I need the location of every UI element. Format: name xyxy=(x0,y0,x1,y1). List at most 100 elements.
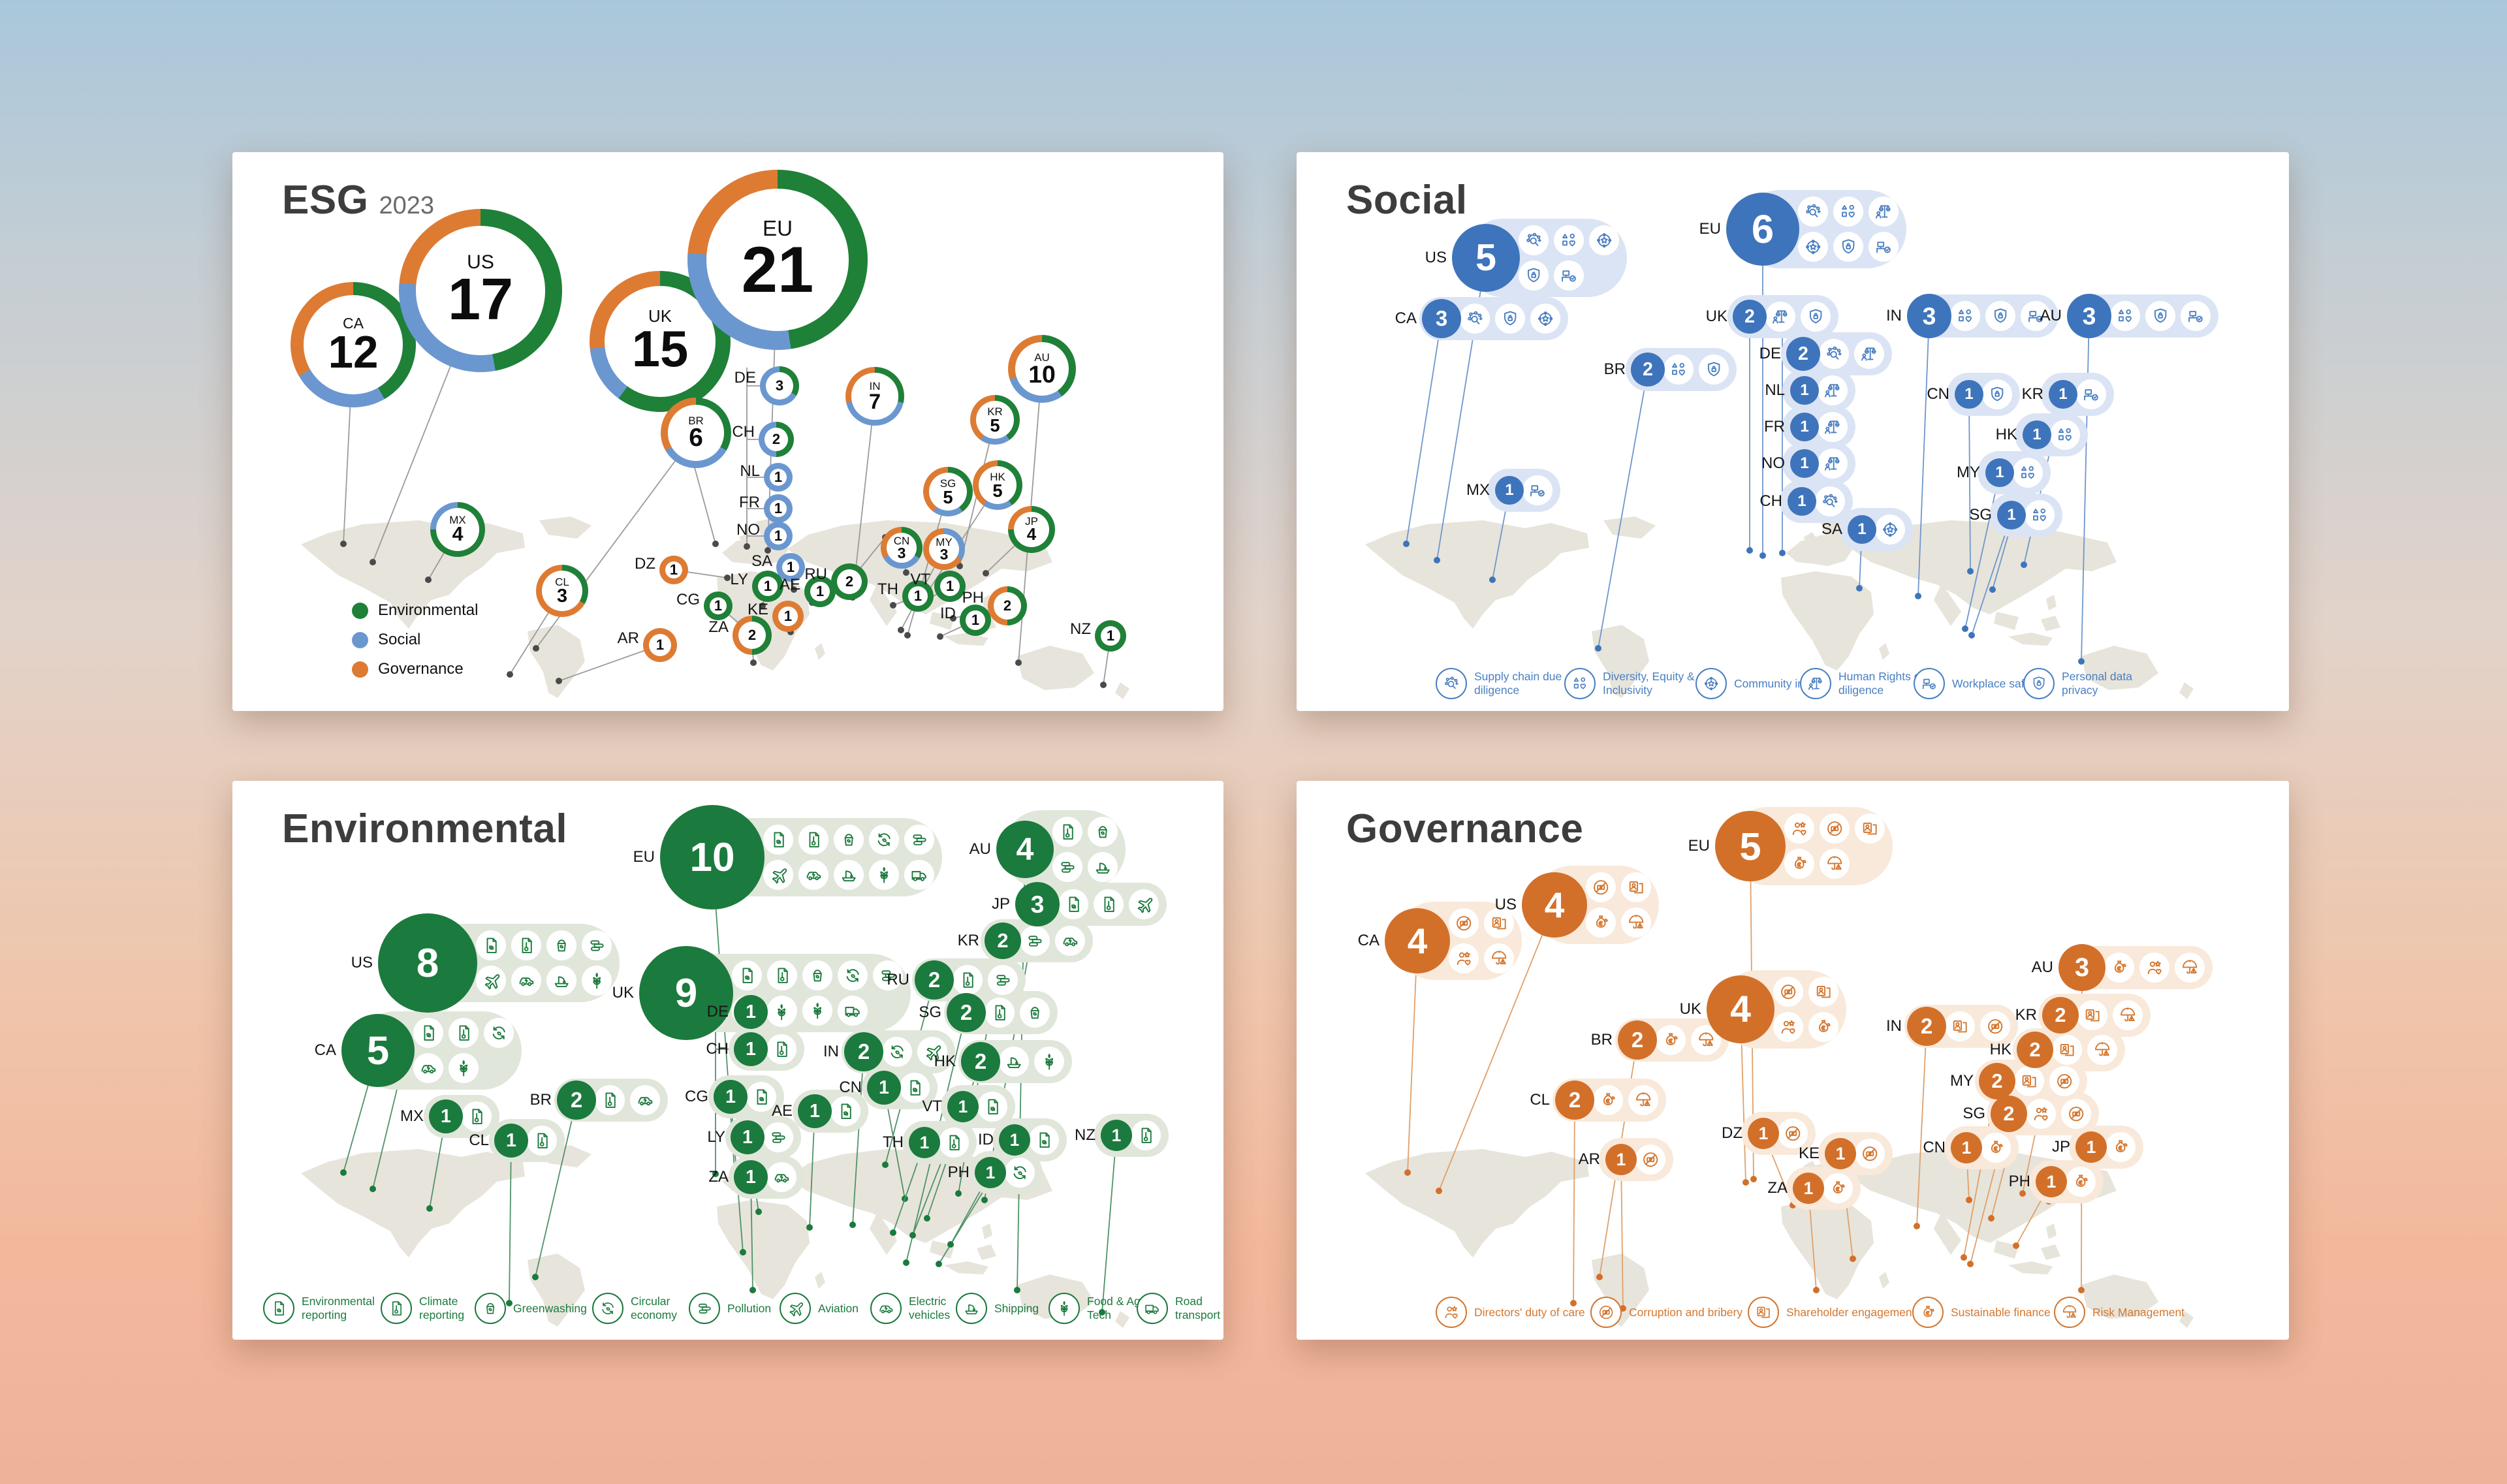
climate-reporting-icon xyxy=(939,1128,969,1158)
country-label-HK: HK xyxy=(1989,1041,2011,1058)
country-bubble-NZ: 1 xyxy=(1095,620,1126,652)
country-bubble-NL: 1 xyxy=(1790,376,1819,405)
aviation-icon xyxy=(763,860,793,890)
personal-data-icon xyxy=(1801,302,1831,332)
country-label-IN: IN xyxy=(1886,1017,1902,1035)
country-bubble-VT: 1 xyxy=(947,1091,979,1122)
country-bubble-AU: 4 xyxy=(996,821,1054,878)
country-bubble-KR: KR 5 xyxy=(970,395,1020,445)
country-value: 1 xyxy=(971,611,980,628)
legend-item-food-agri: Food & Agri Tech xyxy=(1049,1293,1155,1324)
country-code: KR xyxy=(987,405,1003,418)
country-label-VT: VT xyxy=(922,1097,942,1115)
country-bubble-CH: 1 xyxy=(734,1032,768,1066)
country-label-AU: AU xyxy=(969,840,991,858)
country-value: 1 xyxy=(506,1129,516,1151)
country-value: 2 xyxy=(928,968,941,992)
country-bubble-AR: 1 xyxy=(1605,1144,1637,1175)
legend-dot-social xyxy=(352,631,368,648)
sustainable-finance-icon xyxy=(1808,1012,1838,1042)
food-agri-icon xyxy=(802,996,832,1026)
dei-icon xyxy=(2025,500,2055,530)
country-value: 1 xyxy=(786,558,795,575)
panel-social-canvas: 5 US 3 CA 1 MX 2 BR 6 EU 2 UK 2 DE 1 NL 1 FR 1 NO 1 CH 1 SA 3 IN 3… xyxy=(1297,152,2289,711)
country-value: 4 xyxy=(1026,526,1037,545)
country-bubble-ID: 1 xyxy=(999,1124,1030,1156)
country-label-IN: IN xyxy=(823,1043,839,1060)
country-bubble-RU: 2 xyxy=(831,563,868,600)
country-bubble-DE: 2 xyxy=(1786,337,1820,371)
pollution-icon xyxy=(988,965,1018,995)
dei-icon xyxy=(2110,301,2140,331)
country-value: 1 xyxy=(815,582,825,599)
country-bubble-RU: 2 xyxy=(915,960,954,1000)
legend-item-electric-vehicles: Electric vehicles xyxy=(870,1293,977,1324)
country-label-ID: ID xyxy=(978,1131,994,1148)
legend-item-directors-duty: Directors' duty of care xyxy=(1436,1297,1585,1328)
country-value: 6 xyxy=(1751,206,1774,252)
community-icon xyxy=(1530,304,1560,334)
legend-item-climate-reporting: Climate reporting xyxy=(381,1293,487,1324)
country-value: 21 xyxy=(741,234,814,307)
pollution-icon xyxy=(582,930,612,960)
climate-reporting-icon xyxy=(953,965,983,995)
personal-data-icon xyxy=(1519,260,1549,291)
legend-dot-environmental xyxy=(352,602,368,619)
country-value: 1 xyxy=(1800,418,1809,435)
country-label-CH: CH xyxy=(706,1040,729,1058)
legend-item-social: Social xyxy=(352,631,478,649)
country-value: 1 xyxy=(2032,426,2042,443)
country-label-TH: TH xyxy=(883,1133,904,1151)
pollution-icon xyxy=(1020,926,1050,956)
supply-chain-icon xyxy=(1819,339,1849,369)
country-value: 4 xyxy=(1407,921,1428,961)
country-value: 4 xyxy=(1016,832,1034,867)
country-bubble-UK: 2 xyxy=(1733,300,1767,334)
country-bubble-CG: 1 xyxy=(704,592,733,620)
risk-icon xyxy=(2113,1000,2143,1030)
country-value: 1 xyxy=(763,577,772,594)
shareholder-icon xyxy=(2014,1066,2044,1096)
country-label-TH: TH xyxy=(877,580,898,599)
country-label-NL: NL xyxy=(1765,381,1785,399)
sustainable-finance-icon xyxy=(2105,1132,2136,1162)
country-label-MY: MY xyxy=(1957,464,1980,481)
country-value: 4 xyxy=(452,524,464,546)
panel-environmental-canvas: 8 US 5 CA 10 EU 9 UK 1 MX 1 CL 2 BR 1 DE 1 CH 1 CG 1 LY 1 ZA 1 AE… xyxy=(232,781,1223,1340)
country-value: 2 xyxy=(1631,1028,1644,1052)
country-bubble-JP: 3 xyxy=(1015,882,1060,926)
legend-item-sustainable-finance: Sustainable finance xyxy=(1912,1297,2051,1328)
community-icon xyxy=(1695,668,1727,699)
country-value: 1 xyxy=(725,1086,736,1107)
country-value: 2 xyxy=(772,430,781,447)
dei-icon xyxy=(1950,301,1980,331)
supply-chain-icon xyxy=(1460,304,1490,334)
human-rights-icon xyxy=(1818,449,1848,479)
country-value: 7 xyxy=(868,390,881,414)
directors-duty-icon xyxy=(1773,1012,1803,1042)
country-label-MX: MX xyxy=(400,1107,424,1125)
country-label-UK: UK xyxy=(1705,308,1727,325)
workplace-safety-icon xyxy=(2021,301,2051,331)
country-bubble-FR: 1 xyxy=(1790,413,1819,441)
shipping-icon xyxy=(999,1047,1029,1077)
workplace-safety-icon xyxy=(1522,475,1553,505)
human-rights-icon xyxy=(1854,339,1884,369)
country-label-VT: VT xyxy=(910,571,930,589)
env-reporting-icon xyxy=(413,1018,443,1048)
sustainable-finance-icon xyxy=(1586,908,1616,938)
corruption-icon xyxy=(1590,1297,1622,1328)
country-value: 1 xyxy=(1800,454,1809,472)
country-value: 1 xyxy=(1800,381,1809,399)
country-label-CN: CN xyxy=(1923,1139,1946,1156)
country-label-SG: SG xyxy=(919,1003,941,1021)
country-value: 5 xyxy=(992,480,1003,501)
road-transport-icon xyxy=(838,996,868,1026)
env-reporting-icon xyxy=(732,960,762,990)
country-bubble-KR: 1 xyxy=(2049,380,2077,409)
legend-label: Pollution xyxy=(727,1301,772,1315)
country-label-ZA: ZA xyxy=(708,618,729,636)
community-icon xyxy=(1798,232,1828,262)
corruption-icon xyxy=(1778,1118,1808,1148)
